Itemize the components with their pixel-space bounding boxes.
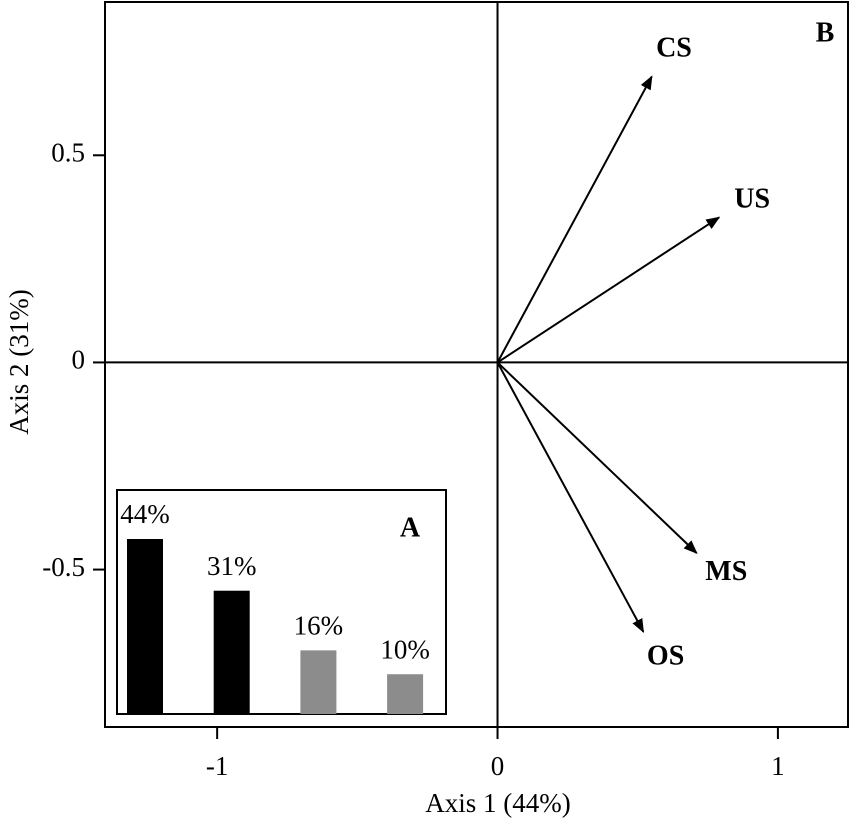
y-tick-label: 0.5 [51,137,85,167]
x-axis-title: Axis 1 (44%) [425,788,570,818]
vector-label: US [734,183,770,214]
x-tick-label: 1 [771,751,785,781]
value-label: 16% [294,611,344,641]
value-label: 44% [120,499,170,529]
vector-label: MS [705,556,747,587]
bar [300,650,337,714]
panel-label: B [816,17,835,48]
vector-label: CS [656,33,692,64]
plot-frame [104,1,849,728]
loading-arrow [496,361,645,633]
loading-arrow [496,361,698,554]
y-axis-title: Axis 2 (31%) [4,289,34,434]
y-tick-label: -0.5 [42,552,85,582]
vector-label: OS [647,641,684,672]
panel-label: A [400,512,421,543]
value-label: 10% [380,634,430,664]
y-tick-label: 0 [72,345,86,375]
bar [213,590,250,714]
value-label: 31% [207,551,257,581]
bar [387,674,424,714]
x-tick-label: 0 [491,751,505,781]
x-tick-label: -1 [206,751,229,781]
bar [127,539,163,714]
loading-arrow [496,216,721,364]
loading-arrow [496,75,653,363]
